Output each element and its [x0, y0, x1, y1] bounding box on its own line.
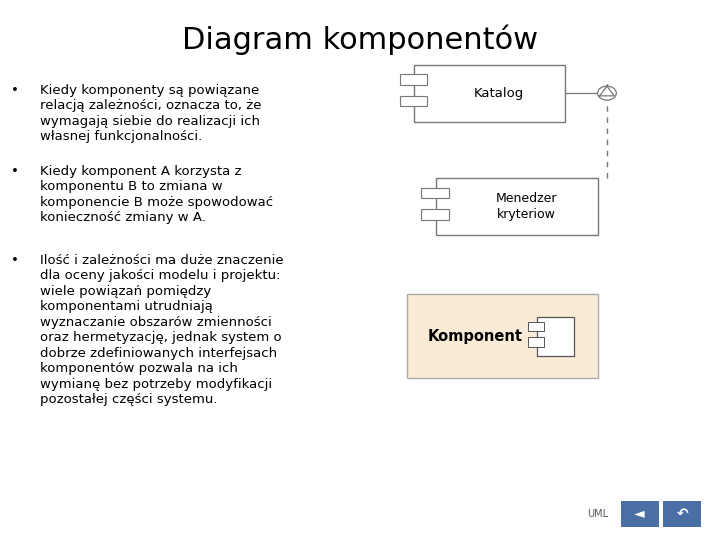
Text: Menedzer
kryteriow: Menedzer kryteriow — [495, 192, 557, 221]
Bar — [528, 322, 544, 332]
Bar — [436, 178, 598, 235]
Text: Ilość i zależności ma duże znaczenie
dla oceny jakości modelu i projektu:
wiele : Ilość i zależności ma duże znaczenie dla… — [40, 254, 283, 406]
Text: •: • — [11, 165, 19, 178]
Text: Kiedy komponenty są powiązane
relacją zależności, oznacza to, że
wymagają siebie: Kiedy komponenty są powiązane relacją za… — [40, 84, 261, 143]
Bar — [537, 316, 575, 355]
Bar — [528, 338, 544, 347]
Bar — [400, 96, 427, 106]
Text: ◄: ◄ — [634, 507, 645, 521]
Circle shape — [598, 86, 616, 100]
Bar — [414, 65, 565, 122]
Text: Kiedy komponent A korzysta z
komponentu B to zmiana w
komponencie B może spowodo: Kiedy komponent A korzysta z komponentu … — [40, 165, 273, 224]
Text: ↶: ↶ — [676, 507, 688, 521]
Text: UML: UML — [588, 509, 608, 518]
Bar — [421, 210, 449, 220]
Text: Diagram komponentów: Diagram komponentów — [182, 24, 538, 55]
Text: •: • — [11, 84, 19, 97]
Bar — [400, 75, 427, 85]
Text: Komponent: Komponent — [428, 329, 523, 343]
Bar — [663, 501, 701, 526]
Bar — [421, 188, 449, 198]
Text: •: • — [11, 254, 19, 267]
Text: Katalog: Katalog — [474, 86, 523, 100]
Bar — [621, 501, 659, 526]
Bar — [407, 294, 598, 378]
